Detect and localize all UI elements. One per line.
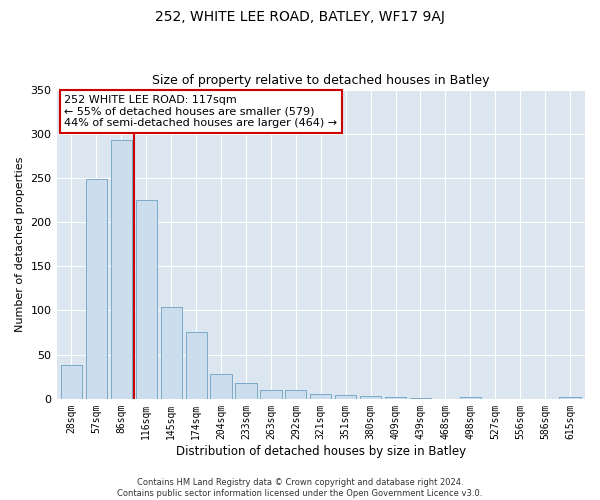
Text: Contains HM Land Registry data © Crown copyright and database right 2024.
Contai: Contains HM Land Registry data © Crown c… — [118, 478, 482, 498]
Bar — [136, 200, 157, 399]
Bar — [385, 397, 406, 399]
Bar — [410, 398, 431, 399]
Bar — [161, 307, 182, 399]
Title: Size of property relative to detached houses in Batley: Size of property relative to detached ho… — [152, 74, 490, 87]
Bar — [111, 140, 132, 399]
Text: 252 WHITE LEE ROAD: 117sqm
← 55% of detached houses are smaller (579)
44% of sem: 252 WHITE LEE ROAD: 117sqm ← 55% of deta… — [64, 95, 337, 128]
X-axis label: Distribution of detached houses by size in Batley: Distribution of detached houses by size … — [176, 444, 466, 458]
Bar — [335, 396, 356, 399]
Bar — [460, 397, 481, 399]
Bar — [235, 383, 257, 399]
Bar — [360, 396, 381, 399]
Bar — [310, 394, 331, 399]
Bar — [559, 397, 581, 399]
Bar — [285, 390, 307, 399]
Bar — [185, 332, 207, 399]
Bar — [86, 179, 107, 399]
Bar — [61, 366, 82, 399]
Bar — [260, 390, 281, 399]
Y-axis label: Number of detached properties: Number of detached properties — [15, 156, 25, 332]
Text: 252, WHITE LEE ROAD, BATLEY, WF17 9AJ: 252, WHITE LEE ROAD, BATLEY, WF17 9AJ — [155, 10, 445, 24]
Bar — [211, 374, 232, 399]
